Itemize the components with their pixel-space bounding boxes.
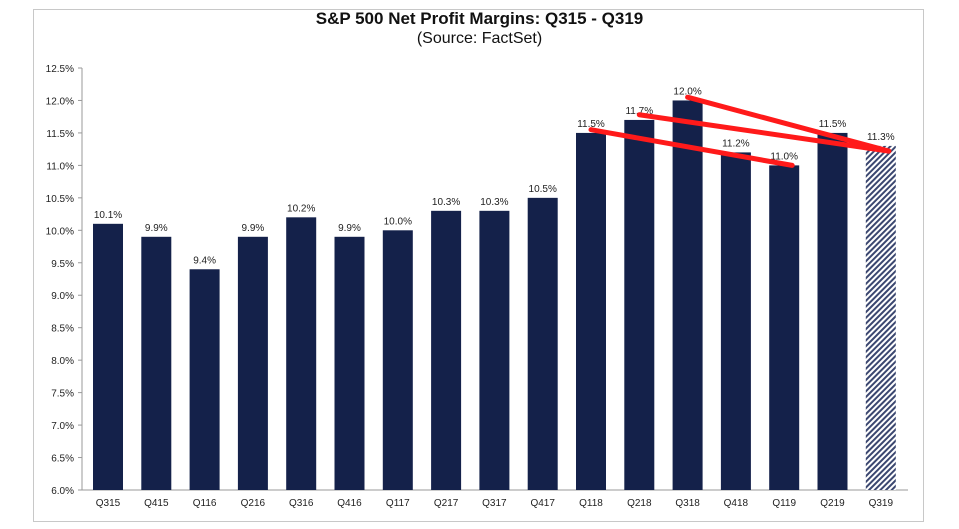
bar-q316 [286,217,317,491]
y-tick-label: 7.5% [51,389,74,400]
y-tick-label: 8.5% [51,324,74,335]
x-tick-label: Q218 [627,498,652,509]
bar-q216 [237,236,268,490]
data-label: 10.3% [480,197,508,208]
data-label: 11.2% [722,138,750,149]
bar-q219 [817,132,848,490]
y-tick-label: 10.5% [46,194,74,205]
chart-title: S&P 500 Net Profit Margins: Q315 - Q319 [315,9,644,28]
x-tick-label: Q319 [869,498,894,509]
data-label: 11.3% [867,132,895,143]
bar-q116 [189,269,220,490]
bar-q418 [720,152,751,490]
data-label: 11.0% [770,151,798,162]
x-tick-label: Q415 [144,498,169,509]
bar-q117 [382,230,413,491]
data-label: 11.5% [577,119,605,130]
y-tick-label: 10.0% [46,226,74,237]
x-tick-label: Q118 [579,498,603,509]
data-label: 12.0% [673,86,701,97]
x-tick-label: Q316 [289,498,314,509]
y-tick-label: 12.0% [46,96,74,107]
x-tick-label: Q417 [530,498,555,509]
data-label: 9.9% [145,223,168,234]
y-tick-label: 9.0% [51,291,74,302]
y-tick-label: 11.0% [46,161,74,172]
x-tick-label: Q216 [241,498,266,509]
x-tick-label: Q418 [724,498,749,509]
data-label: 10.0% [384,216,412,227]
data-label: 11.5% [819,119,847,130]
y-tick-label: 11.5% [46,129,74,140]
data-label: 10.5% [529,184,557,195]
data-label: 9.9% [242,223,265,234]
bar-q318 [672,100,703,490]
y-tick-label: 12.5% [46,64,74,75]
data-label: 11.7% [625,106,653,117]
data-label: 9.9% [338,223,361,234]
y-tick-label: 9.5% [51,259,74,270]
bar-q416 [334,236,365,490]
bar-q417 [527,197,558,490]
data-label: 10.3% [432,197,460,208]
bar-q319 [865,145,896,490]
trend-line-annotation-2 [636,112,892,154]
chart-subtitle: (Source: FactSet) [416,30,543,47]
data-label: 9.4% [193,255,216,266]
y-tick-label: 7.0% [51,421,74,432]
data-label: 10.2% [287,203,315,214]
data-label: 10.1% [94,210,122,221]
bar-q317 [479,210,510,491]
trend-line-annotation-1 [588,127,795,168]
bar-q118 [576,132,606,490]
bar-q217 [431,210,462,491]
x-tick-label: Q116 [193,498,217,509]
x-tick-label: Q117 [386,498,410,509]
y-tick-label: 6.5% [51,454,74,465]
bar-q415 [141,236,172,490]
y-tick-label: 6.0% [51,486,74,497]
y-tick-label: 8.0% [51,356,74,367]
x-tick-label: Q317 [482,498,507,509]
bar-q119 [769,165,800,490]
bar-q218 [624,119,655,490]
bar-q315 [93,223,123,491]
x-tick-label: Q119 [772,498,796,509]
x-tick-label: Q219 [820,498,845,509]
x-tick-label: Q217 [434,498,459,509]
x-tick-label: Q318 [675,498,700,509]
x-tick-label: Q315 [96,498,121,509]
trend-line-annotation-3 [685,94,892,154]
x-tick-label: Q416 [337,498,362,509]
